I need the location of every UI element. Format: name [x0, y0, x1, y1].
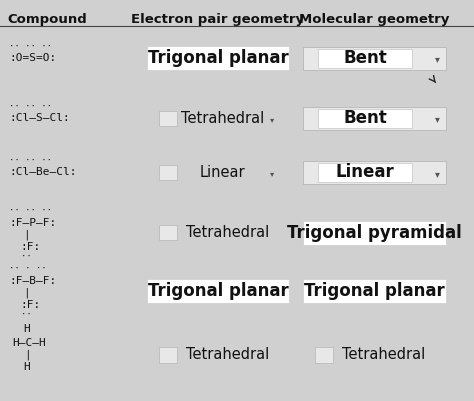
FancyBboxPatch shape — [303, 47, 446, 70]
Text: ▾: ▾ — [271, 169, 274, 178]
FancyBboxPatch shape — [147, 46, 289, 70]
Text: :Cl—Be—Cl:: :Cl—Be—Cl: — [9, 168, 77, 177]
FancyBboxPatch shape — [318, 109, 412, 128]
Text: Linear: Linear — [200, 165, 246, 180]
Text: Trigonal planar: Trigonal planar — [148, 49, 288, 67]
Text: :F—P—F:: :F—P—F: — [9, 218, 57, 227]
Text: Tetrahedral: Tetrahedral — [186, 347, 269, 363]
Text: Compound: Compound — [8, 13, 87, 26]
Text: Tetrahedral: Tetrahedral — [342, 347, 426, 363]
FancyBboxPatch shape — [303, 279, 446, 303]
Text: Tetrahedral: Tetrahedral — [186, 225, 269, 240]
FancyBboxPatch shape — [159, 111, 177, 126]
Text: :O=S=O:: :O=S=O: — [9, 53, 57, 63]
Text: ·· ·· ··: ·· ·· ·· — [9, 156, 53, 165]
Text: ▾: ▾ — [435, 115, 439, 124]
Text: ·· ·· ··: ·· ·· ·· — [9, 206, 53, 215]
Text: :F:: :F: — [20, 300, 40, 310]
FancyBboxPatch shape — [318, 49, 412, 68]
Text: ▾: ▾ — [435, 55, 439, 64]
FancyBboxPatch shape — [303, 107, 446, 130]
Text: |: | — [24, 350, 30, 360]
Text: :Cl—S—Cl:: :Cl—S—Cl: — [9, 113, 70, 123]
Text: :F:: :F: — [20, 242, 40, 251]
Text: Bent: Bent — [343, 109, 387, 127]
Text: Electron pair geometry: Electron pair geometry — [131, 13, 305, 26]
Text: Tetrahedral: Tetrahedral — [181, 111, 264, 126]
Text: ▾: ▾ — [435, 169, 439, 178]
Text: Linear: Linear — [336, 164, 394, 181]
Text: Trigonal planar: Trigonal planar — [148, 282, 288, 300]
Text: ·· · ··: ·· · ·· — [9, 264, 47, 273]
Text: Trigonal pyramidal: Trigonal pyramidal — [287, 224, 462, 241]
Text: |: | — [23, 229, 29, 240]
FancyBboxPatch shape — [159, 347, 177, 363]
Text: ·· ·· ··: ·· ·· ·· — [9, 102, 53, 111]
Text: H: H — [24, 324, 30, 334]
Text: H—C—H: H—C—H — [12, 338, 46, 348]
FancyBboxPatch shape — [147, 279, 289, 303]
Text: ··: ·· — [21, 252, 37, 261]
FancyBboxPatch shape — [318, 163, 412, 182]
FancyBboxPatch shape — [315, 347, 333, 363]
Text: H: H — [24, 362, 30, 372]
Text: Bent: Bent — [343, 49, 387, 67]
FancyBboxPatch shape — [159, 225, 177, 240]
Text: ·· ·· ··: ·· ·· ·· — [9, 42, 53, 51]
FancyBboxPatch shape — [159, 165, 177, 180]
Text: ··: ·· — [21, 310, 37, 319]
Text: :F—B—F:: :F—B—F: — [9, 276, 57, 286]
Text: Trigonal planar: Trigonal planar — [304, 282, 445, 300]
Text: ▾: ▾ — [271, 115, 274, 124]
Text: Molecular geometry: Molecular geometry — [299, 13, 450, 26]
Text: |: | — [23, 288, 29, 298]
FancyBboxPatch shape — [303, 161, 446, 184]
FancyBboxPatch shape — [303, 221, 446, 245]
